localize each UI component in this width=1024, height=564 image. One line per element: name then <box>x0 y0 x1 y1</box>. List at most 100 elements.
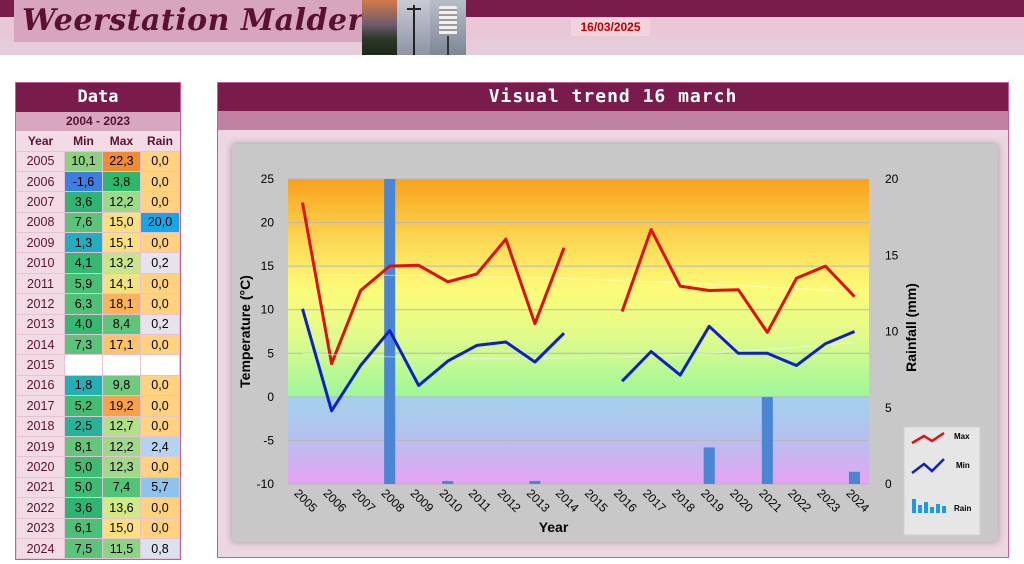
cell-max: 15,0 <box>101 211 141 234</box>
cell-year: 2019 <box>16 435 65 458</box>
cell-year: 2024 <box>16 537 65 560</box>
cell-max: 19,2 <box>101 395 141 417</box>
col-header-max: Max <box>102 131 141 151</box>
cell-max: 3,8 <box>101 170 141 193</box>
y-tick-label: 10 <box>261 303 275 317</box>
max-trendline <box>302 274 855 293</box>
cell-rain: 0,0 <box>139 293 181 315</box>
chart-panel-subbar <box>218 111 1008 130</box>
cell-rain: 0,0 <box>139 232 181 254</box>
cell-rain: 0,0 <box>139 334 181 356</box>
cell-min: 3,6 <box>64 191 103 213</box>
col-header-rain: Rain <box>140 131 180 151</box>
table-row: 2020 5,0 12,3 0,0 <box>16 456 181 478</box>
cell-year: 2017 <box>16 395 65 417</box>
cell-max: 12,2 <box>101 191 141 213</box>
cell-year: 2014 <box>16 334 65 356</box>
cell-rain: 0,0 <box>139 150 181 172</box>
y2-tick-label: 0 <box>885 477 892 491</box>
table-row: 2010 4,1 13,2 0,2 <box>16 252 181 274</box>
plot-area <box>288 179 869 484</box>
col-header-min: Min <box>64 131 103 151</box>
cell-rain: 0,8 <box>139 537 181 560</box>
min-line <box>301 308 856 413</box>
cell-year: 2022 <box>16 497 65 519</box>
cell-min: 5,9 <box>64 272 103 295</box>
x-axis-title: Year <box>539 519 569 535</box>
table-row: 2017 5,2 19,2 0,0 <box>16 395 181 417</box>
table-row: 2016 1,8 9,8 0,0 <box>16 374 181 397</box>
cell-year: 2006 <box>16 170 65 193</box>
site-title[interactable]: Weerstation Malderen <box>22 3 406 38</box>
cell-max: 8,4 <box>101 313 141 336</box>
min-trendline <box>302 342 855 360</box>
table-row: 2019 8,1 12,2 2,4 <box>16 435 181 458</box>
header-photo-sunset <box>362 0 397 55</box>
cell-max: 15,1 <box>101 232 141 254</box>
cell-year: 2005 <box>16 150 65 172</box>
chart-panel-title: Visual trend 16 march <box>218 83 1008 111</box>
cell-min: 7,6 <box>64 211 103 234</box>
data-table: Year Min Max Rain 2005 10,1 22,3 0,0 2006 -1,… <box>16 131 181 560</box>
cell-year: 2020 <box>16 456 65 478</box>
cell-max: 15,0 <box>101 517 141 539</box>
table-row: 2006 -1,6 3,8 0,0 <box>16 170 181 193</box>
y-tick-label: 15 <box>261 259 275 273</box>
col-header-year: Year <box>16 131 65 151</box>
table-row: 2013 4,0 8,4 0,2 <box>16 313 181 336</box>
cell-year: 2021 <box>16 476 65 499</box>
cell-rain: 0,0 <box>139 272 181 295</box>
cell-min: 4,0 <box>64 313 103 336</box>
table-row: 2024 7,5 11,5 0,8 <box>16 537 181 560</box>
cell-rain: 0,0 <box>139 395 181 417</box>
cell-max: 9,8 <box>101 374 141 397</box>
cell-min: 2,5 <box>64 415 103 437</box>
y2-tick-label: 15 <box>885 248 899 262</box>
rain-legend-icon <box>918 505 922 513</box>
legend-box <box>903 426 981 536</box>
cell-rain: 0,0 <box>139 456 181 478</box>
current-date: 16/03/2025 <box>571 18 650 36</box>
cell-year: 2008 <box>16 211 65 234</box>
cell-rain <box>139 354 181 376</box>
cell-rain: 0,2 <box>139 252 181 274</box>
cell-min: 5,0 <box>64 476 103 499</box>
cell-min: 4,1 <box>64 252 103 274</box>
cell-rain: 0,0 <box>139 497 181 519</box>
cell-max: 17,1 <box>101 334 141 356</box>
cell-rain: 20,0 <box>139 211 181 234</box>
cell-year: 2016 <box>16 374 65 397</box>
y-tick-label: -5 <box>263 433 274 447</box>
rain-legend-icon <box>942 506 946 513</box>
cell-min <box>64 354 103 376</box>
legend-label-rain: Rain <box>954 504 971 513</box>
data-panel: Data 2004 - 2023 Year Min Max Rain 2005 1… <box>15 82 181 560</box>
table-row: 2015 <box>16 354 181 376</box>
cell-year: 2009 <box>16 232 65 254</box>
header-photo-anemometer <box>397 0 430 55</box>
table-row: 2022 3,6 13,6 0,0 <box>16 497 181 519</box>
cell-min: 6,1 <box>64 517 103 539</box>
cell-year: 2011 <box>16 272 65 295</box>
cell-rain: 0,0 <box>139 170 181 193</box>
table-body: 2005 10,1 22,3 0,0 2006 -1,6 3,8 0,0 2007 3,6 12,2… <box>16 150 181 560</box>
y-tick-label: 20 <box>261 216 275 230</box>
cell-year: 2010 <box>16 252 65 274</box>
y2-tick-label: 10 <box>885 325 899 339</box>
y2-tick-label: 20 <box>885 172 899 186</box>
rain-bar <box>761 397 773 484</box>
cell-year: 2023 <box>16 517 65 539</box>
table-row: 2011 5,9 14,1 0,0 <box>16 272 181 295</box>
table-header-row: Year Min Max Rain <box>16 131 180 151</box>
cell-year: 2015 <box>16 354 65 376</box>
y-tick-label: 25 <box>261 172 275 186</box>
cell-max: 13,6 <box>101 497 141 519</box>
min-legend-icon <box>911 458 945 474</box>
rain-legend-icon <box>936 504 940 513</box>
cell-rain: 0,2 <box>139 313 181 336</box>
rain-bar <box>442 480 454 484</box>
header-photo-weather-screen <box>430 0 466 55</box>
cell-min: 1,3 <box>64 232 103 254</box>
cell-rain: 5,7 <box>139 476 181 499</box>
cell-max: 12,2 <box>101 435 141 458</box>
